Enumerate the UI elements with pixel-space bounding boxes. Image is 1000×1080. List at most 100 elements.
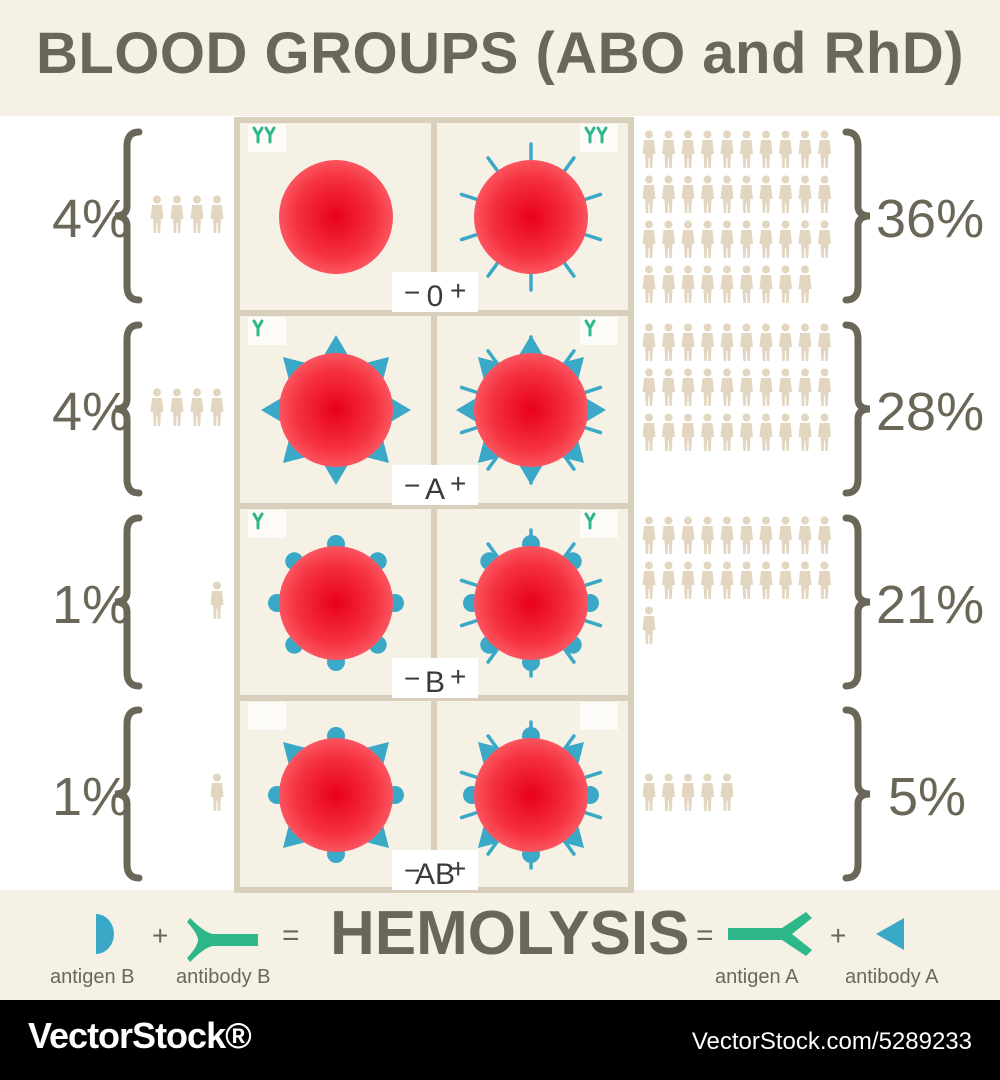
person-icon — [681, 368, 695, 406]
legend-icons: + = = + — [96, 912, 904, 962]
person-icon — [720, 130, 734, 168]
person-icon — [759, 561, 773, 599]
person-icon — [818, 175, 831, 213]
antibody-badge — [248, 702, 286, 730]
hemolysis-label: HEMOLYSIS — [330, 899, 690, 968]
person-icon — [190, 195, 204, 233]
person-icon — [642, 606, 656, 644]
person-icon — [642, 413, 656, 451]
person-icon — [210, 773, 224, 811]
person-icon — [210, 195, 224, 233]
person-icon — [701, 516, 714, 554]
person-icon — [642, 368, 656, 406]
group-label-box — [392, 465, 478, 505]
rh-positive-percent: 36% — [876, 189, 985, 249]
red-cell — [261, 335, 411, 485]
person-icon — [759, 516, 773, 554]
rhd-antigen-icon — [561, 452, 576, 471]
cell-body — [279, 546, 393, 660]
person-icon — [779, 413, 792, 451]
person-icon — [170, 195, 184, 233]
antibody-icon — [584, 512, 596, 530]
rhd-antigen-icon — [581, 770, 603, 780]
person-icon — [681, 130, 695, 168]
cell-body — [474, 160, 588, 274]
person-icon — [701, 561, 714, 599]
group-label: 0 — [427, 280, 444, 313]
person-icon — [740, 265, 753, 303]
cell-body — [474, 353, 588, 467]
group-label: B — [425, 666, 445, 699]
red-cell — [459, 142, 603, 292]
person-icon — [740, 413, 753, 451]
person-icon — [798, 323, 812, 361]
antibody-icon — [596, 126, 608, 144]
rhd-antigen-icon — [459, 425, 481, 435]
cell-body — [474, 546, 588, 660]
person-icon — [701, 323, 714, 361]
person-icon — [779, 516, 792, 554]
header-band — [0, 0, 1000, 116]
rhd-antigen-icon — [581, 192, 603, 202]
equals-sign: = — [282, 919, 300, 952]
antigen-b-icon — [96, 914, 114, 954]
cell-body — [279, 738, 393, 852]
rh-positive-sign: + — [450, 468, 466, 499]
rh-negative-percent: 4% — [52, 189, 131, 249]
person-icon — [818, 413, 831, 451]
rhd-antigen-icon — [486, 452, 501, 471]
person-icon — [150, 388, 164, 426]
person-icon — [210, 581, 224, 619]
rhd-antigen-icon — [459, 810, 481, 820]
antigen-a-icon — [364, 741, 390, 767]
person-icon — [798, 265, 812, 303]
person-icon — [701, 175, 714, 213]
person-icon — [740, 516, 753, 554]
person-icon — [798, 561, 812, 599]
rhd-antigen-icon — [581, 232, 603, 242]
rhd-antigen-icon — [486, 156, 501, 175]
person-icon — [681, 323, 695, 361]
antigen-b-label: antigen B — [50, 966, 135, 988]
group-label: A — [425, 473, 445, 506]
rhd-antigen-icon — [561, 542, 576, 561]
group-label-box — [392, 658, 478, 698]
antibody-a-icon — [876, 918, 904, 950]
person-icon — [740, 130, 753, 168]
rhd-antigen-icon — [486, 259, 501, 278]
watermark-url: VectorStock.com/5289233 — [691, 1028, 972, 1055]
person-icon — [759, 413, 773, 451]
rhd-antigen-icon — [459, 618, 481, 628]
person-icon — [779, 175, 792, 213]
rhd-antigen-icon — [486, 734, 501, 753]
person-icon — [210, 388, 224, 426]
brace-icon — [842, 321, 871, 497]
rhd-antigen-icon — [486, 645, 501, 664]
rh-positive-percent: 21% — [876, 575, 985, 635]
antigen-a-icon — [364, 823, 390, 849]
person-icon — [170, 388, 184, 426]
rh-positive-sign: + — [450, 853, 466, 884]
rhd-antigen-icon — [486, 349, 501, 368]
person-icon — [818, 516, 831, 554]
red-cell — [279, 160, 393, 274]
rhd-antigen-icon — [459, 385, 481, 395]
person-icon — [798, 175, 812, 213]
brace-icon — [114, 514, 143, 690]
rhd-antigen-icon — [561, 837, 576, 856]
rhd-antigen-icon — [561, 259, 576, 278]
person-icon — [642, 773, 656, 811]
antibody-icon — [252, 126, 264, 144]
red-cell — [268, 535, 404, 671]
rh-positive-percent: 28% — [876, 382, 985, 442]
antigen-a-icon — [323, 335, 349, 357]
person-icon — [798, 130, 812, 168]
rhd-antigen-icon — [581, 425, 603, 435]
person-icon — [779, 368, 792, 406]
person-icon — [681, 265, 695, 303]
rhd-antigen-icon — [459, 232, 481, 242]
person-icon — [642, 175, 656, 213]
red-cell — [459, 720, 603, 870]
page-title: BLOOD GROUPS (ABO and RhD) — [35, 21, 965, 86]
person-icon — [681, 516, 695, 554]
